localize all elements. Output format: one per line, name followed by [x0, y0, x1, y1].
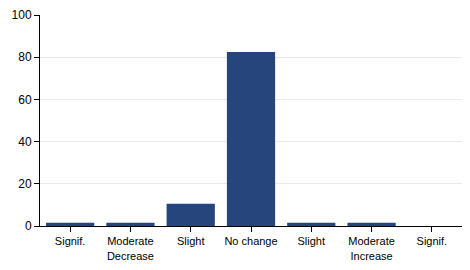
svg-text:ModerateDecrease: ModerateDecrease [107, 235, 154, 261]
svg-text:0: 0 [25, 219, 32, 233]
svg-text:80: 80 [18, 50, 32, 64]
svg-text:60: 60 [18, 93, 32, 107]
svg-text:100: 100 [12, 8, 32, 22]
svg-text:Signif.: Signif. [417, 235, 448, 247]
svg-text:ModerateIncrease: ModerateIncrease [348, 235, 394, 261]
svg-text:20: 20 [18, 177, 32, 191]
svg-text:40: 40 [18, 135, 32, 149]
svg-text:Slight: Slight [298, 235, 326, 247]
svg-text:No change: No change [224, 235, 277, 247]
svg-text:Slight: Slight [177, 235, 205, 247]
svg-text:Signif.: Signif. [55, 235, 86, 247]
